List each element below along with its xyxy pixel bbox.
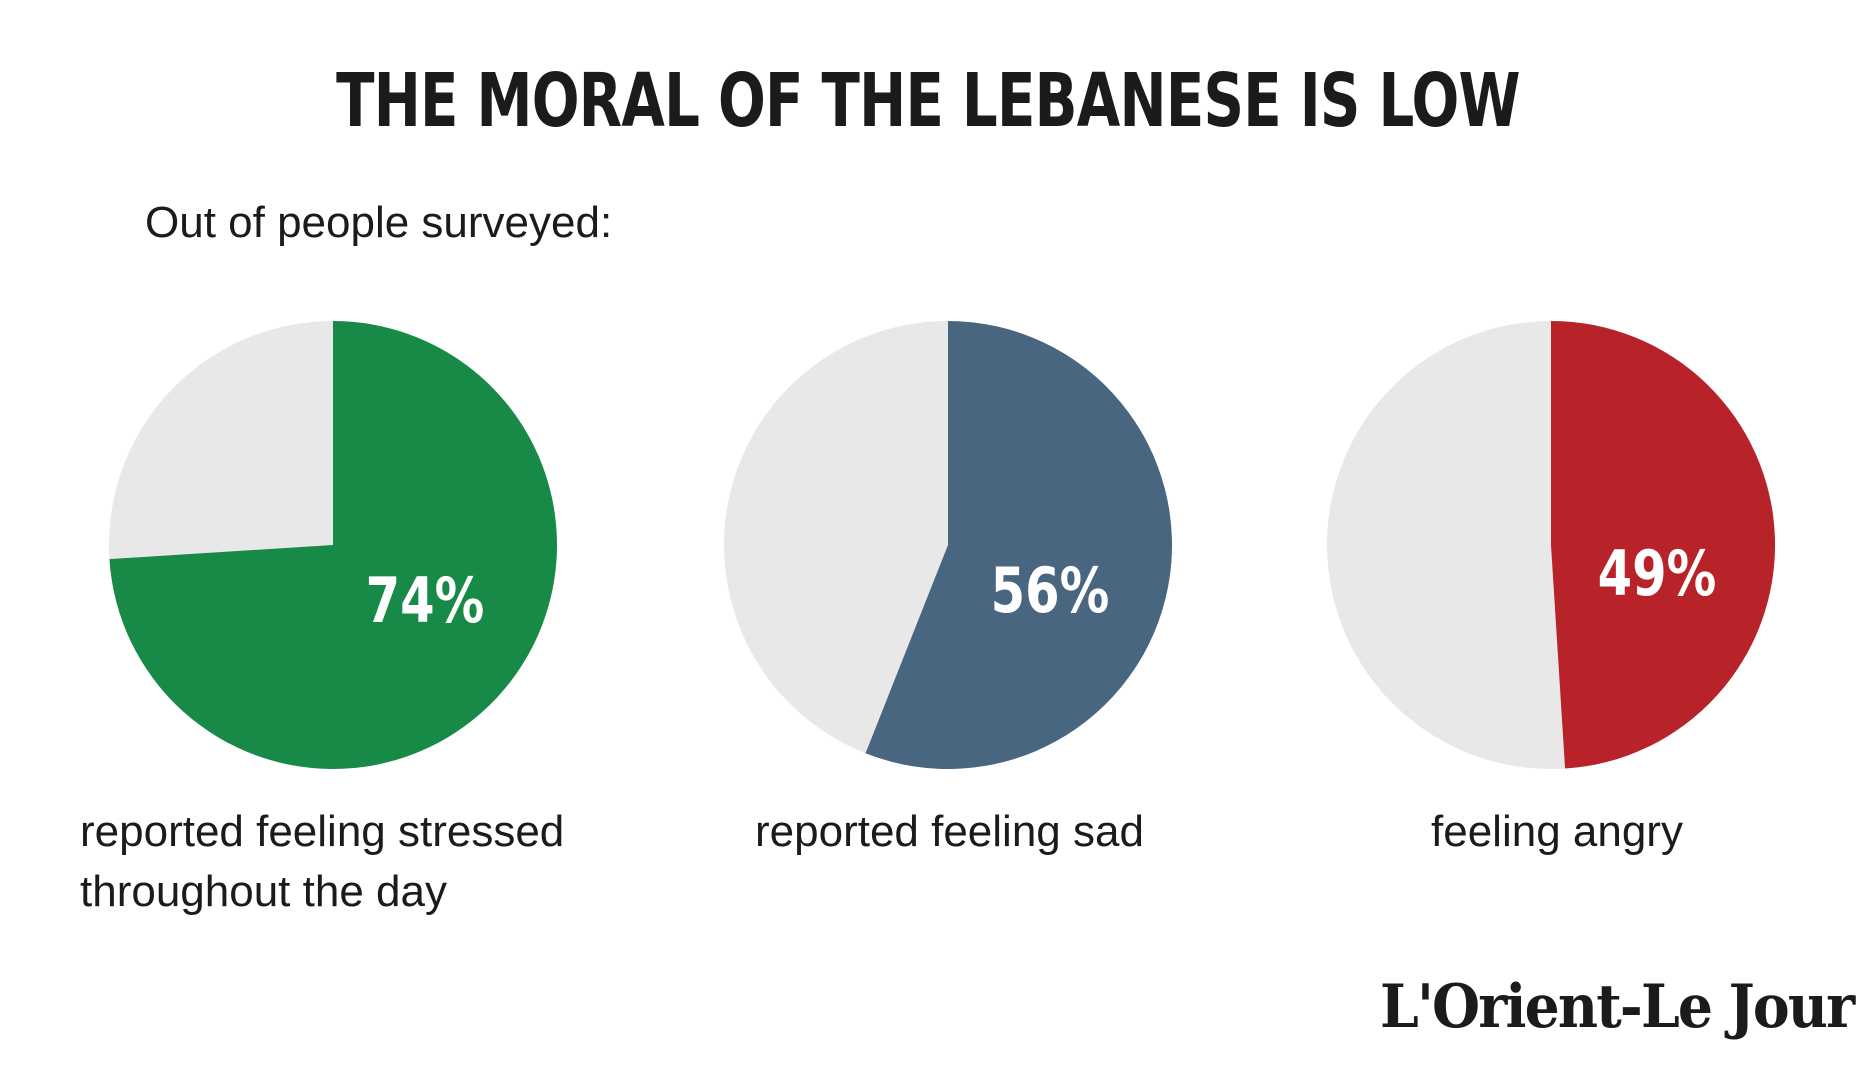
pie-sad-value-label: 56% xyxy=(991,556,1110,628)
pie-angry-value-label: 49% xyxy=(1598,539,1717,611)
chart-subtitle: Out of people surveyed: xyxy=(145,198,613,247)
pie-stressed-slice xyxy=(109,321,557,769)
pie-sad-slice xyxy=(865,321,1172,769)
caption-angry: feeling angry xyxy=(1431,802,1683,862)
pie-angry-slice xyxy=(1551,321,1776,769)
caption-sad-line-1: reported feeling sad xyxy=(755,807,1144,856)
pie-stressed-value-label: 74% xyxy=(366,566,485,638)
publisher-logo: L'Orient-Le Jour xyxy=(1380,972,1855,1042)
caption-angry-line-1: feeling angry xyxy=(1431,807,1683,856)
caption-sad: reported feeling sad xyxy=(755,802,1144,862)
chart-title: THE MORAL OF THE LEBANESE IS LOW xyxy=(336,58,1520,144)
caption-stressed-line-2: throughout the day xyxy=(80,867,447,916)
caption-stressed: reported feeling stressed throughout the… xyxy=(80,802,564,922)
caption-stressed-line-1: reported feeling stressed xyxy=(80,807,565,856)
